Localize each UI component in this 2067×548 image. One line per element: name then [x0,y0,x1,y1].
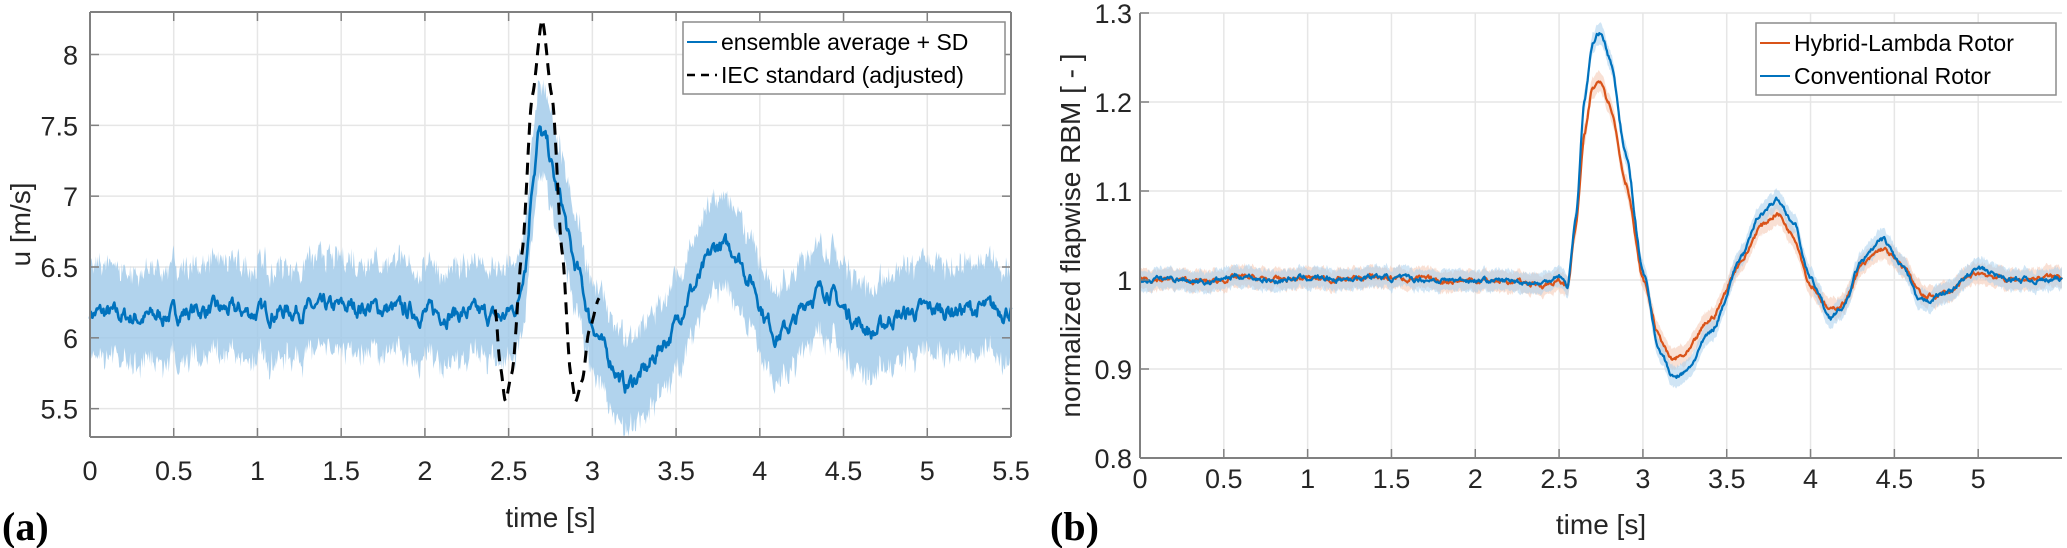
pb-y-tick-label: 0.8 [1094,444,1132,474]
pb-y-tick-label: 1.1 [1094,177,1132,207]
pa-y-tick-label: 5.5 [40,395,78,425]
pa-x-tick-label: 5.5 [992,456,1030,486]
pa-x-tick-label: 1.5 [322,456,360,486]
pa-y-tick-label: 6 [63,324,78,354]
pb-x-tick-label: 1 [1300,464,1315,494]
pa-y-axis-label: u [m/s] [5,182,36,266]
pb-series-0-line [1138,80,2063,361]
pb-x-tick-label: 0 [1132,464,1147,494]
pa-x-tick-label: 2.5 [490,456,528,486]
pb-x-tick-label: 4.5 [1876,464,1914,494]
pb-y-tick-label: 1.3 [1094,0,1132,29]
pb-y-tick-label: 0.9 [1094,355,1132,385]
pb-series-1-line [1139,32,2063,379]
pa-series-0-line [88,125,1013,394]
pb-x-axis-label: time [s] [1556,509,1646,540]
pb-x-tick-label: 4 [1803,464,1818,494]
pa-legend-label-1: IEC standard (adjusted) [721,62,964,88]
pa-band-0 [90,79,1011,437]
pa-legend-label-0: ensemble average + SD [721,29,968,55]
pa-x-tick-label: 4 [752,456,767,486]
pa-series-1-line [493,18,601,403]
pb-band-0 [1140,70,2062,372]
pb-x-tick-label: 0.5 [1205,464,1243,494]
panel-label-b: (b) [1050,504,1099,548]
pa-y-tick-label: 8 [63,41,78,71]
pb-legend-label-0: Hybrid-Lambda Rotor [1794,30,2014,56]
panel-label-a: (a) [2,504,49,548]
pa-x-tick-label: 3.5 [657,456,695,486]
pa-x-tick-label: 4.5 [825,456,863,486]
pb-x-tick-label: 3.5 [1708,464,1746,494]
pa-y-tick-label: 7.5 [40,111,78,141]
pb-x-tick-label: 5 [1971,464,1986,494]
pa-y-tick-label: 6.5 [40,253,78,283]
pa-x-tick-label: 1 [250,456,265,486]
pb-x-tick-label: 3 [1635,464,1650,494]
pa-x-tick-label: 5 [920,456,935,486]
pa-y-tick-label: 7 [63,182,78,212]
pa-x-tick-label: 2 [417,456,432,486]
pb-x-tick-label: 2.5 [1540,464,1578,494]
pb-x-tick-label: 1.5 [1373,464,1411,494]
pa-legend-box [682,21,1006,95]
pb-y-axis-label: normalized flapwise RBM [ - ] [1055,53,1086,417]
pa-x-axis-label: time [s] [505,502,595,533]
pa-x-tick-label: 0 [82,456,97,486]
pb-legend-label-1: Conventional Rotor [1794,63,1991,89]
pa-x-tick-label: 0.5 [155,456,193,486]
pb-y-tick-label: 1 [1117,266,1132,296]
pb-y-tick-label: 1.2 [1094,88,1132,118]
pb-x-tick-label: 2 [1468,464,1483,494]
pa-x-tick-label: 3 [585,456,600,486]
pb-legend-box [1755,22,2057,96]
